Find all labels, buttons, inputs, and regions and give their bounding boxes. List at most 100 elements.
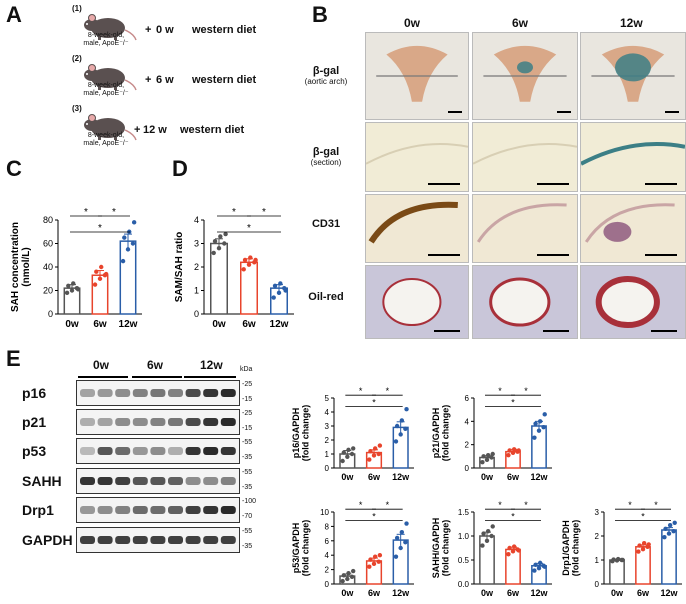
- column-header: 12w: [620, 16, 643, 30]
- data-point: [368, 557, 373, 562]
- row-label: β-gal (aortic arch): [286, 65, 366, 86]
- row-label-text: CD31: [311, 217, 341, 230]
- significance-star: *: [112, 207, 116, 218]
- data-point: [371, 453, 377, 458]
- y-tick-label: 3: [194, 239, 199, 249]
- group-number: (1): [72, 4, 82, 13]
- blot-band: [97, 418, 113, 426]
- x-tick-label: 6w: [368, 588, 381, 598]
- blot-band-strip: [76, 468, 240, 494]
- data-point: [511, 447, 517, 452]
- x-tick-label: 12w: [530, 472, 548, 482]
- y-tick-label: 4: [194, 215, 199, 225]
- blot-band: [115, 418, 131, 426]
- data-point: [537, 560, 543, 566]
- kda-marker: -100: [242, 498, 257, 505]
- kda-marker: -35: [242, 543, 253, 550]
- data-point: [480, 459, 485, 465]
- plus-sign: +: [145, 74, 152, 86]
- data-point: [71, 281, 76, 286]
- data-point: [377, 443, 383, 448]
- diet-duration: 0 w: [156, 24, 174, 36]
- blot-band: [168, 418, 183, 426]
- blot-group-line: [132, 376, 182, 378]
- blot-band: [150, 477, 166, 485]
- blot-band: [80, 447, 95, 455]
- y-axis-label: (fold change): [301, 520, 311, 577]
- significance-star: *: [247, 223, 251, 234]
- chart-e-p21: 0 2 4 6 p21/GAPDH (fold change) 0w 6w 12w * * *: [431, 386, 552, 482]
- mouse-description: 8-week-old, male, ApoE⁻/⁻: [76, 32, 136, 48]
- x-tick-label: 0w: [212, 319, 226, 330]
- blot-band: [80, 418, 95, 426]
- data-point: [541, 424, 546, 430]
- data-point: [533, 421, 538, 426]
- data-point: [212, 238, 218, 244]
- data-point: [340, 458, 345, 464]
- y-tick-label: 1: [325, 450, 330, 459]
- x-tick-label: 0w: [65, 319, 79, 330]
- panel-label-a: A: [6, 2, 22, 27]
- y-tick-label: 0.5: [458, 556, 470, 565]
- data-point: [346, 571, 351, 576]
- data-point: [376, 451, 381, 457]
- mouse-icon: [84, 14, 137, 41]
- row-label: CD31: [286, 218, 366, 230]
- significance-star: *: [511, 511, 515, 521]
- blot-row-label: p53: [22, 443, 47, 459]
- kda-marker: -15: [242, 425, 253, 432]
- blot-band: [220, 477, 236, 485]
- data-point: [371, 561, 377, 567]
- blot-band: [220, 506, 236, 514]
- kda-marker: -55: [242, 439, 253, 446]
- blot-band: [97, 506, 113, 514]
- data-point: [222, 241, 227, 246]
- blot-group-label: 6w: [147, 358, 164, 372]
- significance-star: *: [386, 386, 390, 396]
- kda-marker: -25: [242, 410, 253, 417]
- data-point: [398, 545, 403, 551]
- y-tick-label: 2: [325, 436, 330, 445]
- data-point: [611, 557, 616, 562]
- data-point: [367, 564, 372, 569]
- y-tick-label: 0: [595, 580, 600, 589]
- y-tick-label: 4: [325, 551, 330, 560]
- data-point: [536, 565, 542, 571]
- chart-e-p53: 0 2 4 6 8 10 p53/GAPDH (fold change) 0w 6w 12w * * *: [291, 500, 414, 598]
- significance-star: *: [498, 386, 502, 396]
- y-axis-label: SAHH/GAPDH: [431, 518, 441, 579]
- data-point: [272, 283, 278, 288]
- y-tick-label: 0: [465, 464, 470, 473]
- data-point: [662, 535, 667, 540]
- blot-group-line: [78, 376, 128, 378]
- significance-star: *: [524, 386, 528, 396]
- x-tick-label: 6w: [507, 472, 520, 482]
- blot-band-strip: [76, 497, 240, 523]
- blot-band: [203, 506, 219, 514]
- bar: [91, 274, 109, 315]
- data-point: [403, 540, 408, 545]
- y-tick-label: 0: [325, 464, 330, 473]
- data-point: [489, 455, 494, 460]
- blot-band-strip: [76, 409, 240, 435]
- x-tick-label: 12w: [392, 588, 410, 598]
- blot-band: [203, 477, 219, 485]
- y-axis-label: (fold change): [441, 520, 451, 577]
- data-point: [367, 457, 372, 462]
- blot-row-label: GAPDH: [22, 532, 73, 548]
- significance-star: *: [372, 397, 376, 407]
- x-tick-label: 12w: [392, 472, 410, 482]
- chart-e-sahh: 0.0 0.5 1.0 1.5 SAHH/GAPDH (fold change) 0w 6w 1…: [431, 500, 552, 598]
- y-tick-label: 20: [43, 286, 53, 296]
- plus-sign: +: [145, 24, 152, 36]
- histology-image: [365, 122, 469, 192]
- data-point: [620, 557, 625, 563]
- data-point: [131, 220, 137, 225]
- y-tick-label: 80: [43, 215, 53, 225]
- panel-label-e: E: [6, 346, 21, 371]
- panel-label-c: C: [6, 156, 22, 181]
- data-point: [75, 287, 81, 292]
- blot-group-label: 12w: [200, 358, 223, 372]
- data-point: [341, 573, 347, 578]
- histology-image: [472, 32, 578, 120]
